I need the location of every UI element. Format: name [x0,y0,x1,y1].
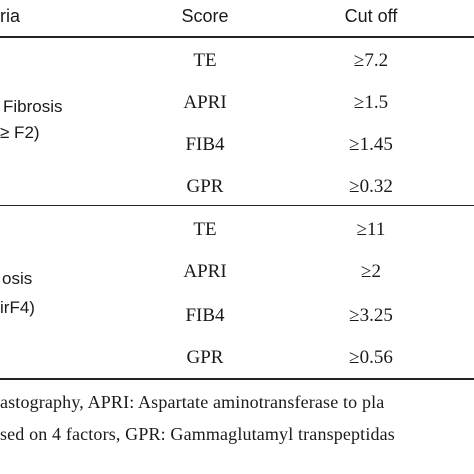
group-2-score-2: APRI [183,261,227,282]
group-2-score-4: GPR [186,347,224,368]
group-divider-rule [0,205,474,206]
group-2-cutoff-2: ≥2 [361,261,381,282]
group-1-cutoff-3: ≥1.45 [349,134,393,155]
footnote-line-1: astography, APRI: Aspartate aminotransfe… [0,392,385,412]
header-cutoff: Cut off [344,6,398,26]
group-2-label-line-2: irF4) [0,298,35,317]
group-1-score-3: FIB4 [185,134,225,155]
group-1-cutoff-1: ≥7.2 [353,50,389,71]
group-2-cutoff-3: ≥3.25 [349,305,393,326]
group-1-score-1: TE [193,50,217,71]
group-1-cutoff-2: ≥1.5 [353,92,389,113]
group-2-cutoff-4: ≥0.56 [349,347,393,368]
group-2-score-1: TE [193,219,217,240]
table-bottom-rule [0,378,474,380]
group-1-label-line-2: ≥ F2) [0,123,40,142]
footnote-line-2: sed on 4 factors, GPR: Gammaglutamyl tra… [0,424,395,444]
group-1-cutoff-4: ≥0.32 [349,176,393,197]
header-bottom-rule [0,36,474,38]
group-1-score-2: APRI [183,92,227,113]
group-1-score-4: GPR [186,176,224,197]
group-2-label-line-1: osis [2,269,33,288]
header-criteria: ria [0,6,21,26]
header-score: Score [181,6,229,26]
group-2-score-3: FIB4 [185,305,225,326]
group-2-cutoff-1: ≥11 [356,219,386,240]
group-1-label-line-1: Fibrosis [3,97,63,116]
